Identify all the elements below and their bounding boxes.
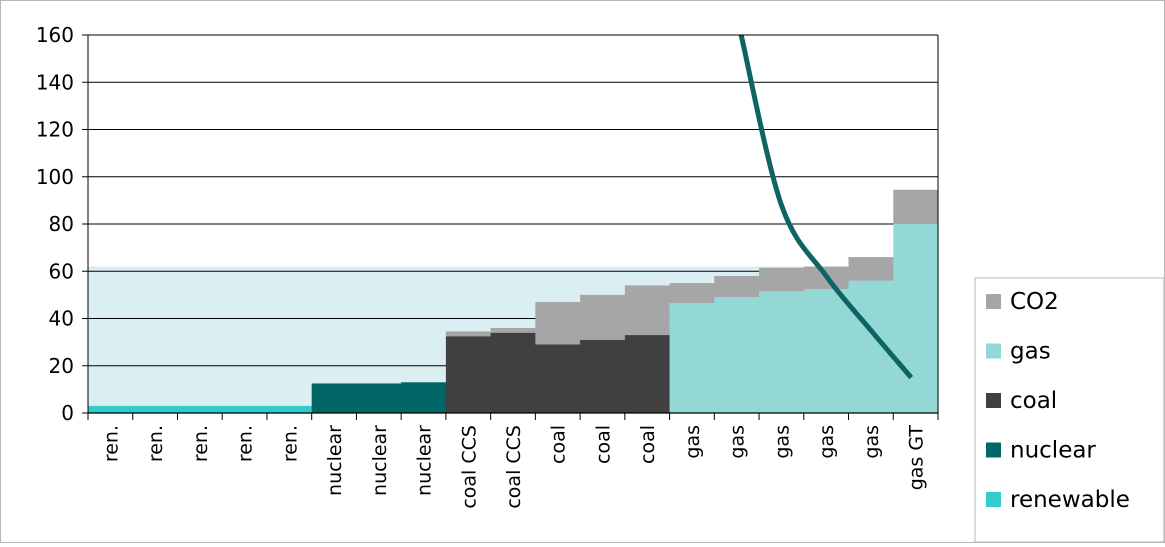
bar-co2 [848,257,894,281]
bar-co2 [445,331,492,337]
bar-nuclear [311,383,357,413]
x-category-label: coal CCS [458,425,480,509]
bar-nuclear [356,383,402,413]
bar-coal [445,336,492,413]
x-category-label: gas [861,425,883,459]
y-tick-label: 140 [36,70,74,94]
bar-co2 [580,294,626,340]
bar-renewable [222,405,268,413]
y-tick-label: 80 [49,212,74,236]
y-tick-label: 0 [61,401,74,425]
legend-box [974,277,1165,543]
bar-gas [803,288,849,413]
bar-co2 [714,275,760,298]
x-category-label: gas [682,425,704,459]
legend-label: gas [1010,339,1051,365]
x-category-label: gas [727,425,749,459]
bar-renewable [88,405,134,413]
legend-label: renewable [1010,487,1130,513]
bar-co2 [490,327,536,333]
bar-co2 [759,267,805,292]
bar-co2 [624,285,670,336]
legend-swatch-renewable [986,492,1001,507]
bar-gas [669,303,715,413]
x-category-label: coal [637,425,659,464]
x-category-label: ren. [235,425,257,462]
bar-nuclear [401,382,447,413]
bar-gas [893,224,939,413]
x-category-label: nuclear [324,425,346,496]
y-tick-label: 20 [49,354,74,378]
x-category-label: ren. [145,425,167,462]
bar-coal [535,344,581,413]
x-category-label: gas [771,425,793,459]
demand-curve [738,34,914,380]
x-category-label: ren. [279,425,301,462]
x-category-label: nuclear [414,425,436,496]
bar-renewable [132,405,178,413]
bar-co2 [669,283,715,304]
x-category-label: coal CCS [503,425,525,509]
bar-renewable [177,405,223,413]
bar-gas [759,291,805,413]
x-category-label: gas GT [906,425,928,491]
bar-co2 [893,189,939,224]
x-category-label: ren. [190,425,212,462]
bar-coal [624,335,670,413]
legend-swatch-coal [986,393,1001,408]
bar-coal [490,332,536,413]
y-tick-label: 60 [49,259,74,283]
y-tick-label: 40 [49,307,74,331]
x-category-label: nuclear [369,425,391,496]
bar-coal [580,339,626,413]
bar-renewable [266,405,313,413]
x-category-label: coal [548,425,570,464]
y-tick-label: 120 [36,118,74,142]
legend-swatch-co2 [986,294,1001,309]
bar-co2 [535,301,581,345]
x-category-label: ren. [100,425,122,462]
y-tick-label: 160 [36,23,74,47]
legend-label: nuclear [1010,438,1096,464]
legend-swatch-gas [986,343,1001,359]
x-category-label: gas [816,425,838,459]
legend-swatch-nuclear [986,442,1001,458]
bar-gas [714,297,760,413]
legend-label: coal [1010,388,1057,414]
y-tick-label: 100 [36,165,74,189]
x-category-label: coal [592,425,614,464]
legend-label: CO2 [1010,289,1059,315]
